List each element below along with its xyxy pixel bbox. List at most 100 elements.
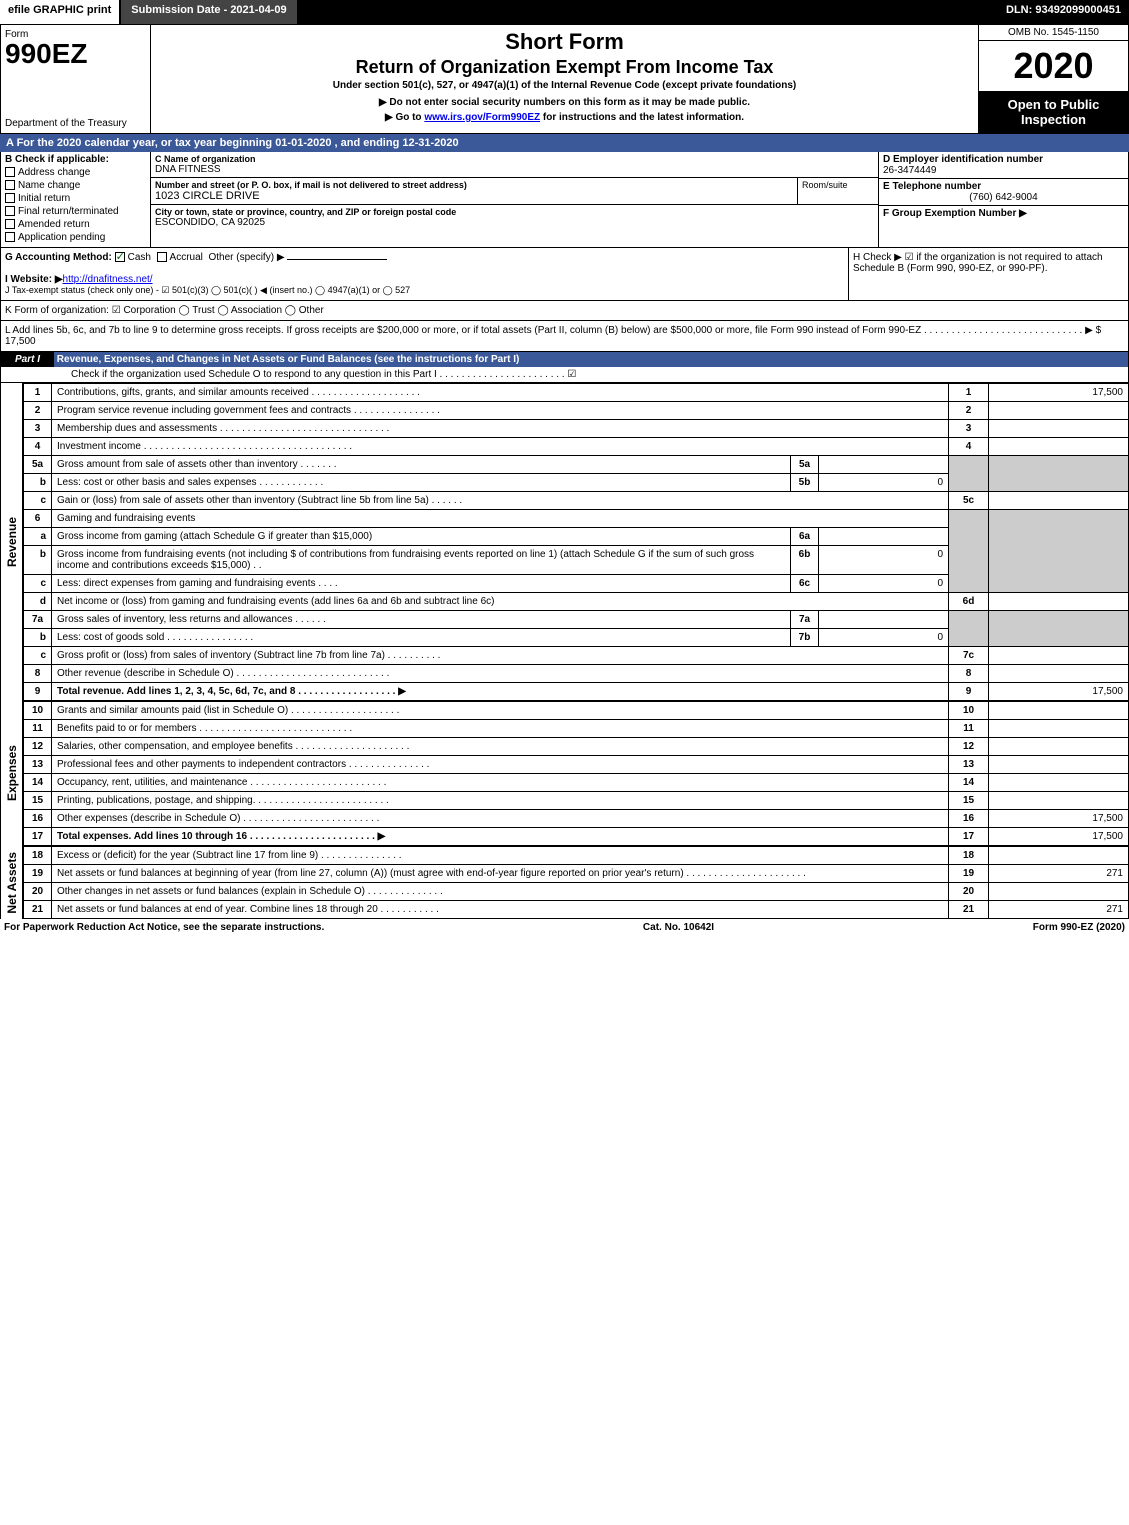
i-label: I Website: ▶ [5,274,63,285]
net-assets-label: Net Assets [5,852,19,914]
city-value: ESCONDIDO, CA 92025 [155,217,874,228]
line-13: Professional fees and other payments to … [52,756,949,774]
line-16: Other expenses (describe in Schedule O) … [52,810,949,828]
address-change-checkbox[interactable]: Address change [5,167,146,178]
name-change-label: Name change [18,180,80,191]
revenue-label: Revenue [5,517,19,567]
e-label: E Telephone number [883,181,1124,192]
top-bar: efile GRAPHIC print Submission Date - 20… [0,0,1129,24]
part-1-title: Revenue, Expenses, and Changes in Net As… [57,354,520,365]
org-name: DNA FITNESS [155,164,874,175]
line-11: Benefits paid to or for members . . . . … [52,720,949,738]
goto-line: ▶ Go to www.irs.gov/Form990EZ for instru… [155,112,974,123]
application-pending-label: Application pending [18,232,105,243]
revenue-table: 1Contributions, gifts, grants, and simil… [23,383,1129,701]
amended-return-label: Amended return [18,219,90,230]
address-change-label: Address change [18,167,90,178]
row-k: K Form of organization: ☑ Corporation ◯ … [0,301,1129,321]
final-return-checkbox[interactable]: Final return/terminated [5,206,146,217]
line-16-amount: 17,500 [989,810,1129,828]
application-pending-checkbox[interactable]: Application pending [5,232,146,243]
row-g-h: G Accounting Method: Cash Accrual Other … [0,248,1129,301]
line-7c: Gross profit or (loss) from sales of inv… [52,647,949,665]
net-assets-table: 18Excess or (deficit) for the year (Subt… [23,846,1129,919]
efile-link[interactable]: efile GRAPHIC print [0,0,121,24]
accrual-checkbox[interactable] [157,252,167,262]
line-6c: Less: direct expenses from gaming and fu… [52,575,791,593]
initial-return-checkbox[interactable]: Initial return [5,193,146,204]
street-label: Number and street (or P. O. box, if mail… [155,180,793,190]
part-1-check: Check if the organization used Schedule … [1,367,1128,382]
line-21-amount: 271 [989,901,1129,919]
line-7b: Less: cost of goods sold . . . . . . . .… [52,629,791,647]
initial-return-label: Initial return [18,193,70,204]
g-label: G Accounting Method: [5,252,112,263]
open-to-public: Open to Public Inspection [979,91,1128,133]
catalog-number: Cat. No. 10642I [643,922,714,933]
h-check: H Check ▶ ☑ if the organization is not r… [848,248,1128,300]
header: Form 990EZ Department of the Treasury Sh… [0,24,1129,134]
phone-value: (760) 642-9004 [883,192,1124,203]
line-5b-amount: 0 [819,474,949,492]
row-l: L Add lines 5b, 6c, and 7b to line 9 to … [0,321,1129,352]
final-return-label: Final return/terminated [18,206,119,217]
amended-return-checkbox[interactable]: Amended return [5,219,146,230]
line-7b-amount: 0 [819,629,949,647]
line-6: Gaming and fundraising events [52,510,949,528]
line-21: Net assets or fund balances at end of ye… [52,901,949,919]
footer: For Paperwork Reduction Act Notice, see … [0,919,1129,936]
form-number: 990EZ [5,40,146,68]
line-19: Net assets or fund balances at beginning… [52,865,949,883]
ssn-note: ▶ Do not enter social security numbers o… [155,97,974,108]
main-title: Return of Organization Exempt From Incom… [155,57,974,78]
revenue-section: Revenue 1Contributions, gifts, grants, a… [0,383,1129,701]
line-a: A For the 2020 calendar year, or tax yea… [0,134,1129,152]
line-17: Total expenses. Add lines 10 through 16 … [52,828,949,846]
other-method-input[interactable] [287,259,387,260]
line-2: Program service revenue including govern… [52,402,949,420]
line-9-amount: 17,500 [989,683,1129,701]
f-label: F Group Exemption Number ▶ [883,208,1124,219]
name-change-checkbox[interactable]: Name change [5,180,146,191]
line-6d: Net income or (loss) from gaming and fun… [52,593,949,611]
expenses-table: 10Grants and similar amounts paid (list … [23,701,1129,846]
omb-number: OMB No. 1545-1150 [979,25,1128,41]
line-12: Salaries, other compensation, and employ… [52,738,949,756]
goto-prefix: ▶ Go to [385,112,424,123]
expenses-label: Expenses [5,745,19,801]
website-link[interactable]: http://dnafitness.net/ [63,274,153,285]
tax-year: 2020 [979,41,1128,91]
line-6c-amount: 0 [819,575,949,593]
street-value: 1023 CIRCLE DRIVE [155,190,793,202]
c-label: C Name of organization [155,154,874,164]
submission-date: Submission Date - 2021-04-09 [121,0,298,24]
line-6a: Gross income from gaming (attach Schedul… [52,528,791,546]
goto-suffix: for instructions and the latest informat… [540,112,744,123]
short-form-title: Short Form [155,29,974,55]
line-6b-amount: 0 [819,546,949,575]
ein-value: 26-3474449 [883,165,1124,176]
line-15: Printing, publications, postage, and shi… [52,792,949,810]
d-label: D Employer identification number [883,154,1124,165]
j-line: J Tax-exempt status (check only one) - ☑… [5,285,410,295]
line-18: Excess or (deficit) for the year (Subtra… [52,847,949,865]
line-6b: Gross income from fundraising events (no… [52,546,791,575]
dln: DLN: 93492099000451 [998,0,1129,24]
cash-label: Cash [128,252,151,263]
city-label: City or town, state or province, country… [155,207,874,217]
other-method-label: Other (specify) ▶ [208,252,284,263]
line-10: Grants and similar amounts paid (list in… [52,702,949,720]
line-3: Membership dues and assessments . . . . … [52,420,949,438]
line-19-amount: 271 [989,865,1129,883]
b-label: B Check if applicable: [5,154,146,165]
line-20: Other changes in net assets or fund bala… [52,883,949,901]
cash-checkbox[interactable] [115,252,125,262]
block-b: B Check if applicable: Address change Na… [0,152,1129,248]
line-5c: Gain or (loss) from sale of assets other… [52,492,949,510]
line-5a: Gross amount from sale of assets other t… [52,456,791,474]
line-17-amount: 17,500 [989,828,1129,846]
line-1: Contributions, gifts, grants, and simila… [52,384,949,402]
under-section: Under section 501(c), 527, or 4947(a)(1)… [155,80,974,91]
irs-link[interactable]: www.irs.gov/Form990EZ [424,112,540,123]
net-assets-section: Net Assets 18Excess or (deficit) for the… [0,846,1129,919]
